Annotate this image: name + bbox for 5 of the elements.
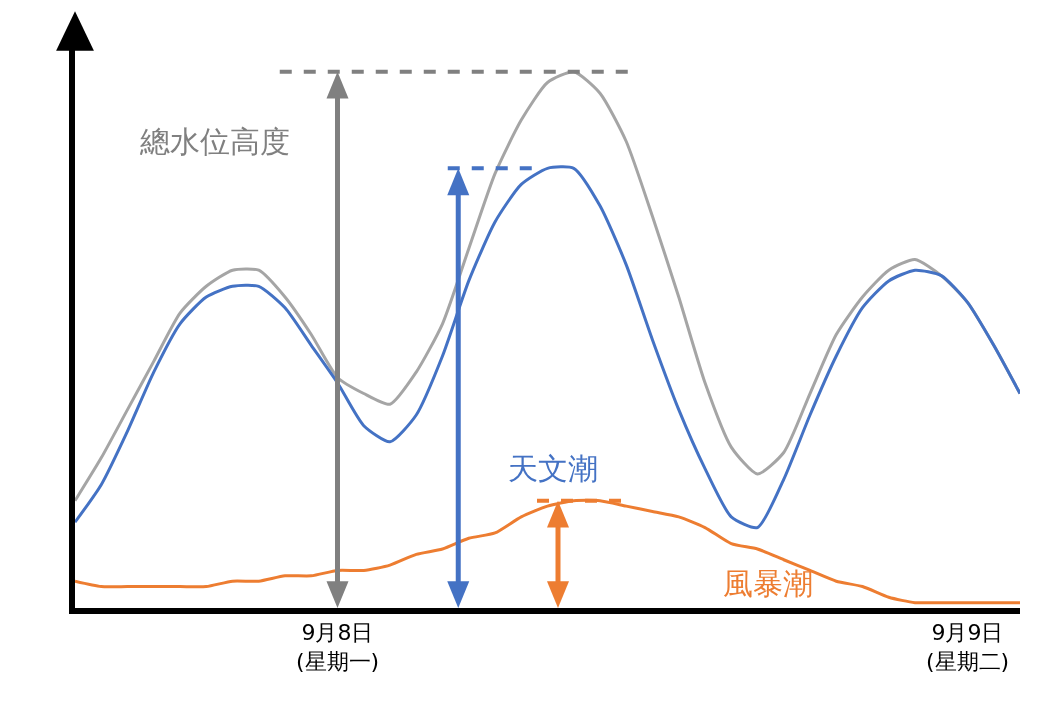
x-tick-label: 9月9日 (星期二) xyxy=(925,620,1010,674)
series-label: 風暴潮 xyxy=(723,566,813,601)
x-tick-label: 9月8日 (星期一) xyxy=(295,620,380,674)
text: 天文潮 xyxy=(508,451,598,486)
text: 總水位高度 xyxy=(139,124,290,159)
